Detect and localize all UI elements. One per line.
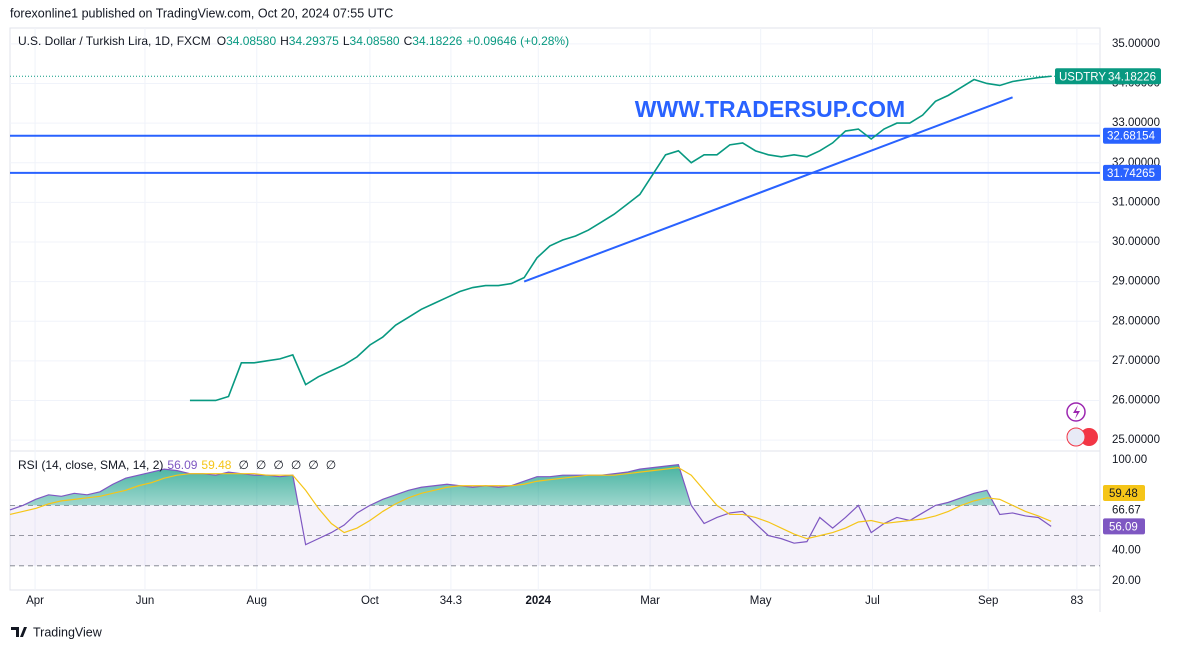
legend-text: 56.09 xyxy=(167,458,197,472)
tv-logo xyxy=(11,627,27,637)
series-line xyxy=(9,463,1052,546)
rsi-pane xyxy=(9,463,1100,567)
legend-text: 34.29375 xyxy=(289,34,339,48)
rsi-last: 56.09 xyxy=(1109,521,1138,533)
rsi-legend: RSI (14, close, SMA, 14, 2) 56.09 59.48 ∅ ∅ ∅… xyxy=(18,458,336,472)
x-tick-label: Aug xyxy=(247,595,267,607)
y-tick-label: 40.00 xyxy=(1112,545,1141,557)
symbol-badge xyxy=(1055,68,1161,85)
y-tick-label: 66.67 xyxy=(1112,504,1141,516)
level-badge xyxy=(1103,127,1161,144)
legend-text: 34.18226 xyxy=(412,34,462,48)
y-tick-label: 30.00000 xyxy=(1112,236,1160,248)
x-tick-label: May xyxy=(750,595,772,607)
watermark: WWW.TRADERSUP.COM xyxy=(635,96,905,122)
legend-text: O xyxy=(217,34,226,48)
x-tick-label: Jun xyxy=(136,595,155,607)
x-tick-label: 34.3 xyxy=(440,595,462,607)
legend-text: ∅ xyxy=(308,458,318,472)
legend-text: H xyxy=(280,34,289,48)
x-tick-label: Sep xyxy=(978,595,998,607)
legend-text: RSI (14, close, SMA, 14, 2) xyxy=(18,458,163,472)
y-tick-label: 35.00000 xyxy=(1112,38,1160,50)
x-tick-label: 2024 xyxy=(525,595,551,607)
x-tick-label: Apr xyxy=(26,595,44,607)
y-tick-label: 28.00000 xyxy=(1112,315,1160,327)
series-line xyxy=(9,467,1052,540)
legend-text: ∅ xyxy=(256,458,266,472)
y-tick-label: 20.00 xyxy=(1112,575,1141,587)
last-price: 34.18226 xyxy=(1108,71,1156,83)
legend-text: 59.48 xyxy=(201,458,231,472)
y-tick-label: 25.00000 xyxy=(1112,434,1160,446)
y-tick-label: 27.00000 xyxy=(1112,355,1160,367)
level-label: 31.74265 xyxy=(1107,168,1155,180)
symbol-name: USDTRY xyxy=(1059,71,1106,83)
grid xyxy=(10,28,1100,590)
x-tick-label: Jul xyxy=(865,595,880,607)
legend-text: U.S. Dollar / Turkish Lira, 1D, FXCM xyxy=(18,34,211,48)
y-tick-label: 33.00000 xyxy=(1112,117,1160,129)
y-tick-label: 26.00000 xyxy=(1112,395,1160,407)
level-badge xyxy=(1103,164,1161,181)
legend-text: 34.08580 xyxy=(350,34,400,48)
y-tick-label: 31.00000 xyxy=(1112,196,1160,208)
legend-text: L xyxy=(343,34,350,48)
symbol-legend: U.S. Dollar / Turkish Lira, 1D, FXCM O34.… xyxy=(18,34,569,48)
y-tick-label: 29.00000 xyxy=(1112,276,1160,288)
rsi-badge xyxy=(1103,485,1145,501)
x-tick-label: Mar xyxy=(640,595,660,607)
legend-text: ∅ xyxy=(291,458,301,472)
legend-text: C xyxy=(404,34,413,48)
legend-text: +0.09646 (+0.28%) xyxy=(466,34,569,48)
trendline xyxy=(523,96,1013,283)
legend-text: ∅ xyxy=(326,458,336,472)
x-tick-label: 83 xyxy=(1070,595,1083,607)
level-label: 32.68154 xyxy=(1107,131,1156,143)
x-tick-label: Oct xyxy=(361,595,380,607)
legend-text: 34.08580 xyxy=(226,34,276,48)
legend-text: ∅ xyxy=(273,458,283,472)
footer-brand: TradingView xyxy=(33,625,103,639)
rsi-last: 59.48 xyxy=(1109,488,1138,500)
series-line xyxy=(189,75,1052,402)
legend-text: ∅ xyxy=(238,458,248,472)
axes: Apr Jun Aug Oct 34.3 2024 Mar May Jul Sep 83 35.000… xyxy=(26,38,1161,607)
overbought-fill xyxy=(10,464,1052,506)
y-tick-label: 100.00 xyxy=(1112,454,1147,466)
side-icons xyxy=(1066,402,1098,447)
rsi-badge xyxy=(1103,518,1145,535)
publish-info: forexonline1 published on TradingView.co… xyxy=(10,6,393,20)
price-pane xyxy=(10,75,1100,402)
